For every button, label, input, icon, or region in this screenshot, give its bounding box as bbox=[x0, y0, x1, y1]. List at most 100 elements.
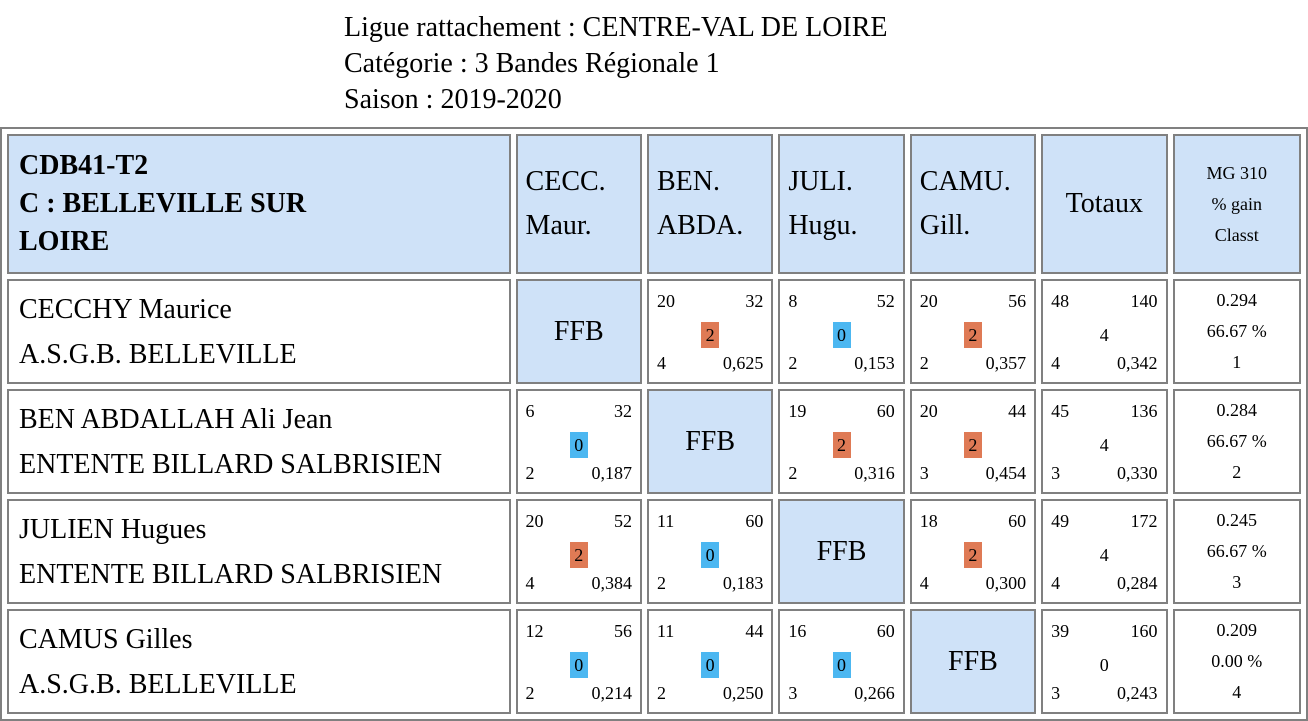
stat-rank: 2 bbox=[1232, 462, 1242, 482]
match-points: 16 bbox=[788, 621, 807, 641]
match-cell: 11 60 0 2 0,183 bbox=[646, 499, 774, 604]
match-high-run: 4 bbox=[525, 573, 535, 593]
match-innings: 60 bbox=[1008, 511, 1027, 531]
match-innings: 44 bbox=[1008, 401, 1027, 421]
total-average: 0,284 bbox=[1117, 573, 1158, 593]
match-points: 20 bbox=[656, 291, 675, 311]
match-high-run: 2 bbox=[788, 353, 798, 373]
total-points: 45 bbox=[1051, 401, 1070, 421]
match-average: 0,357 bbox=[985, 353, 1027, 373]
player-header-cell: CAMU. Gill. bbox=[909, 134, 1037, 274]
match-average: 0,316 bbox=[854, 463, 895, 483]
match-cell: 8 52 0 2 0,153 bbox=[778, 279, 905, 384]
match-high-run: 3 bbox=[788, 683, 798, 703]
player-club: A.S.G.B. BELLEVILLE bbox=[19, 338, 297, 370]
player-header-line2: ABDA. bbox=[656, 210, 744, 241]
ffb-cell: FFB bbox=[909, 609, 1037, 714]
match-cell: 20 52 2 4 0,384 bbox=[515, 499, 642, 604]
team-club-line2: LOIRE bbox=[19, 226, 110, 257]
total-match-points: 4 bbox=[1099, 435, 1109, 455]
match-average: 0,250 bbox=[722, 683, 764, 703]
player-header-cell: CECC. Maur. bbox=[515, 134, 642, 274]
match-average: 0,153 bbox=[854, 353, 895, 373]
match-points: 8 bbox=[788, 291, 798, 311]
match-result-badge: 2 bbox=[963, 542, 982, 568]
stat-rank: 3 bbox=[1232, 572, 1242, 592]
total-points: 49 bbox=[1051, 511, 1070, 531]
match-high-run: 4 bbox=[656, 353, 666, 373]
totals-header-cell: Totaux bbox=[1041, 134, 1168, 274]
match-innings: 52 bbox=[613, 511, 632, 531]
match-result-badge: 2 bbox=[832, 432, 851, 458]
totals-header-label: Totaux bbox=[1065, 188, 1143, 219]
player-club: ENTENTE BILLARD SALBRISIEN bbox=[19, 558, 443, 590]
match-high-run: 2 bbox=[525, 683, 535, 703]
player-name: CAMUS Gilles bbox=[19, 623, 193, 655]
total-high-run: 3 bbox=[1051, 683, 1061, 703]
total-points: 48 bbox=[1051, 291, 1070, 311]
stats-cell: 0.209 0.00 % 4 bbox=[1172, 609, 1301, 714]
total-innings: 160 bbox=[1130, 621, 1158, 641]
stats-cell: 0.284 66.67 % 2 bbox=[1172, 389, 1301, 494]
match-cell: 20 32 2 4 0,625 bbox=[646, 279, 774, 384]
totals-cell: 39 160 0 3 0,243 bbox=[1041, 609, 1168, 714]
total-match-points: 4 bbox=[1099, 325, 1109, 345]
match-cell: 18 60 2 4 0,300 bbox=[909, 499, 1037, 604]
stat-gain: 0.00 % bbox=[1211, 651, 1263, 671]
match-innings: 56 bbox=[613, 621, 632, 641]
player-header-line2: Hugu. bbox=[788, 210, 858, 241]
player-header-line1: BEN. bbox=[656, 166, 720, 197]
match-result-badge: 2 bbox=[963, 432, 982, 458]
player-header-line1: CAMU. bbox=[919, 166, 1011, 197]
match-high-run: 2 bbox=[788, 463, 798, 483]
match-points: 20 bbox=[919, 401, 938, 421]
ffb-cell: FFB bbox=[646, 389, 774, 494]
stats-header-gain: % gain bbox=[1211, 193, 1262, 214]
match-average: 0,187 bbox=[591, 463, 632, 483]
total-points: 39 bbox=[1051, 621, 1070, 641]
season-line: Saison : 2019-2020 bbox=[344, 84, 562, 115]
stats-cell: 0.294 66.67 % 1 bbox=[1172, 279, 1301, 384]
match-cell: 11 44 0 2 0,250 bbox=[646, 609, 774, 714]
match-average: 0,454 bbox=[985, 463, 1027, 483]
player-header-line1: JULI. bbox=[788, 166, 853, 197]
match-cell: 19 60 2 2 0,316 bbox=[778, 389, 905, 494]
stat-mg: 0.284 bbox=[1216, 400, 1258, 420]
match-points: 12 bbox=[525, 621, 544, 641]
team-code: CDB41-T2 bbox=[19, 150, 149, 181]
match-average: 0,266 bbox=[854, 683, 895, 703]
stat-gain: 66.67 % bbox=[1206, 321, 1267, 341]
player-club: A.S.G.B. BELLEVILLE bbox=[19, 668, 297, 700]
table-header-row: CDB41-T2 C : BELLEVILLE SUR LOIRE CECC. … bbox=[7, 134, 1301, 274]
match-result-badge: 0 bbox=[701, 652, 720, 678]
match-high-run: 2 bbox=[656, 683, 666, 703]
total-average: 0,342 bbox=[1117, 353, 1158, 373]
match-cell: 6 32 0 2 0,187 bbox=[515, 389, 642, 494]
match-cell: 20 56 2 2 0,357 bbox=[909, 279, 1037, 384]
match-high-run: 2 bbox=[919, 353, 929, 373]
total-match-points: 0 bbox=[1099, 655, 1109, 675]
match-result-badge: 0 bbox=[569, 652, 588, 678]
match-high-run: 2 bbox=[525, 463, 535, 483]
player-cell: BEN ABDALLAH Ali Jean ENTENTE BILLARD SAL… bbox=[7, 389, 511, 494]
page-header: Ligue rattachement : CENTRE-VAL DE LOIRE… bbox=[344, 10, 888, 118]
match-result-badge: 2 bbox=[701, 322, 720, 348]
stat-rank: 4 bbox=[1232, 682, 1242, 702]
total-innings: 140 bbox=[1130, 291, 1158, 311]
stat-gain: 66.67 % bbox=[1206, 541, 1267, 561]
team-header-cell: CDB41-T2 C : BELLEVILLE SUR LOIRE bbox=[7, 134, 511, 274]
match-result-badge: 2 bbox=[963, 322, 982, 348]
player-header-line2: Gill. bbox=[919, 210, 971, 241]
team-club-line1: C : BELLEVILLE SUR bbox=[19, 188, 307, 219]
match-innings: 44 bbox=[745, 621, 764, 641]
total-high-run: 3 bbox=[1051, 463, 1061, 483]
category-line: Catégorie : 3 Bandes Régionale 1 bbox=[344, 48, 720, 79]
match-high-run: 2 bbox=[656, 573, 666, 593]
total-high-run: 4 bbox=[1051, 353, 1061, 373]
stat-mg: 0.209 bbox=[1216, 620, 1258, 640]
match-innings: 56 bbox=[1008, 291, 1027, 311]
total-innings: 172 bbox=[1130, 511, 1158, 531]
ffb-cell: FFB bbox=[778, 499, 905, 604]
match-innings: 60 bbox=[745, 511, 764, 531]
match-high-run: 4 bbox=[919, 573, 929, 593]
